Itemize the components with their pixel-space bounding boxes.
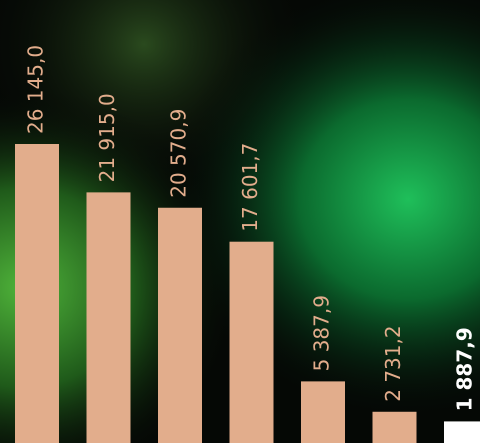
bar	[444, 421, 480, 443]
bar	[229, 241, 274, 443]
bar	[301, 381, 345, 443]
bar	[86, 192, 131, 443]
value-label: 20 570,9	[167, 109, 191, 198]
value-label: 21 915,0	[95, 93, 119, 182]
value-label: 5 387,9	[310, 295, 334, 371]
bars: 26 145,0 21 915,0 20 570,9 17 601,7 5 387,9 2…	[15, 45, 480, 443]
value-label: 26 145,0	[24, 45, 48, 134]
bar	[158, 207, 202, 443]
value-label: 1 887,9	[453, 327, 477, 411]
value-label: 17 601,7	[238, 143, 262, 232]
bar	[372, 411, 417, 443]
bar	[15, 144, 59, 443]
value-label: 2 731,2	[381, 325, 405, 401]
